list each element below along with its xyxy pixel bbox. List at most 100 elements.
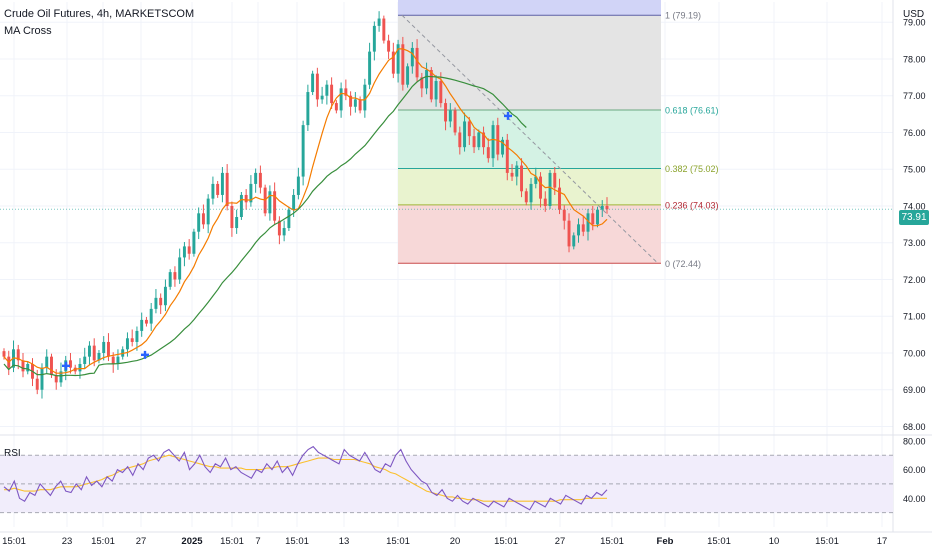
candle-body: [140, 319, 144, 331]
candle-body: [491, 125, 495, 159]
candle-body: [567, 220, 571, 247]
candle-body: [344, 88, 348, 96]
candle-body: [244, 194, 248, 203]
candle-body: [596, 209, 599, 225]
candle-body: [40, 367, 44, 390]
price-tick-label: 68.00: [903, 422, 926, 432]
time-tick-label: 20: [450, 536, 461, 547]
candle-body: [482, 132, 486, 148]
candle-body: [562, 209, 566, 221]
candle-body: [306, 92, 310, 126]
candle-body: [50, 356, 53, 376]
candle-body: [220, 172, 224, 195]
candle-body: [268, 191, 272, 214]
candle-body: [600, 205, 604, 210]
candle-body: [463, 121, 467, 148]
candle-body: [577, 224, 580, 236]
candle-body: [78, 364, 82, 372]
rsi-axis[interactable]: 80.00 60.00 40.00: [903, 436, 926, 503]
fib-level-label: 0 (72.44): [665, 259, 701, 269]
candle-body: [477, 132, 481, 148]
time-tick-label: 13: [339, 536, 350, 547]
time-tick-label: 17: [877, 536, 888, 547]
candle-body: [125, 338, 129, 350]
candle-body: [282, 228, 286, 236]
candle-body: [586, 213, 590, 232]
price-axis[interactable]: 79.00 78.00 77.00 76.00 75.00 74.00 73.00 72.00…: [0, 18, 926, 432]
currency-label[interactable]: USD: [903, 9, 925, 20]
candle-body: [372, 25, 376, 52]
candle-body: [529, 183, 533, 203]
candle-body: [192, 231, 196, 254]
price-tick-label: 79.00: [903, 18, 926, 28]
candle-body: [83, 356, 87, 365]
candle-body: [230, 205, 234, 229]
candle-body: [472, 136, 476, 148]
candle-body: [69, 360, 72, 368]
cross-marker-icon: [62, 361, 70, 370]
candle-body: [353, 99, 357, 107]
candle-body: [254, 172, 258, 184]
time-axis[interactable]: 15:01 23 15:01 27 2025 15:01 7 15:01 13 15:01 20 15…: [2, 536, 887, 547]
candle-body: [401, 44, 405, 85]
time-tick-label: 15:01: [91, 536, 115, 547]
time-tick-label: 10: [769, 536, 780, 547]
rsi-label[interactable]: RSI: [4, 448, 21, 459]
candle-body: [425, 69, 429, 89]
candle-body: [249, 183, 253, 203]
price-tick-label: 75.00: [903, 165, 926, 175]
candle-body: [201, 213, 205, 225]
indicator-label[interactable]: MA Cross: [4, 25, 52, 37]
candle-body: [377, 18, 381, 26]
candle-body: [154, 297, 158, 309]
candle-body: [102, 341, 106, 353]
price-tick-label: 74.00: [903, 201, 926, 211]
candle-body: [106, 341, 110, 357]
price-tick-label: 72.00: [903, 275, 926, 285]
candle-body: [97, 352, 101, 361]
rsi-tick-label: 40.00: [903, 494, 926, 504]
time-tick-label: 27: [136, 536, 147, 547]
ma-fast-line: [3, 48, 608, 374]
rsi-tick-label: 60.00: [903, 465, 926, 475]
fib-zone: [398, 204, 661, 264]
candle-body: [453, 110, 457, 133]
candles: [2, 11, 609, 399]
fibonacci-retracement[interactable]: 1 (79.19) 0.618 (76.61) 0.382 (75.02) 0.236…: [398, 0, 719, 269]
candle-body: [510, 172, 514, 177]
grid: [0, 0, 932, 533]
candle-body: [330, 84, 334, 104]
time-tick-label: 2025: [181, 536, 203, 547]
candle-body: [458, 132, 462, 148]
candle-body: [349, 95, 353, 107]
fib-level-label: 1 (79.19): [665, 11, 701, 21]
candle-body: [505, 139, 509, 173]
candle-body: [591, 213, 595, 225]
ma-slow-line: [3, 75, 527, 377]
candle-body: [144, 319, 148, 324]
fib-level-label: 0.236 (74.03): [665, 200, 719, 210]
candle-body: [543, 198, 547, 206]
fib-zone: [398, 168, 661, 205]
candle-body: [130, 338, 134, 342]
rsi-tick-label: 80.00: [903, 436, 926, 446]
candle-body: [315, 73, 319, 100]
rsi-pane: [0, 445, 893, 514]
candle-body: [368, 51, 372, 85]
time-tick-label: Feb: [657, 536, 674, 547]
rsi-line: [3, 445, 608, 511]
time-tick-label: 15:01: [2, 536, 26, 547]
candle-body: [225, 172, 229, 206]
candle-body: [358, 99, 362, 111]
candle-body: [429, 69, 433, 100]
candle-body: [35, 378, 39, 390]
cross-markers: [62, 111, 512, 370]
candle-body: [135, 330, 139, 342]
candle-body: [235, 217, 239, 229]
time-tick-label: 15:01: [815, 536, 839, 547]
price-tick-label: 71.00: [903, 312, 926, 322]
candle-body: [339, 88, 343, 111]
candle-body: [178, 257, 182, 280]
candle-body: [292, 194, 296, 210]
